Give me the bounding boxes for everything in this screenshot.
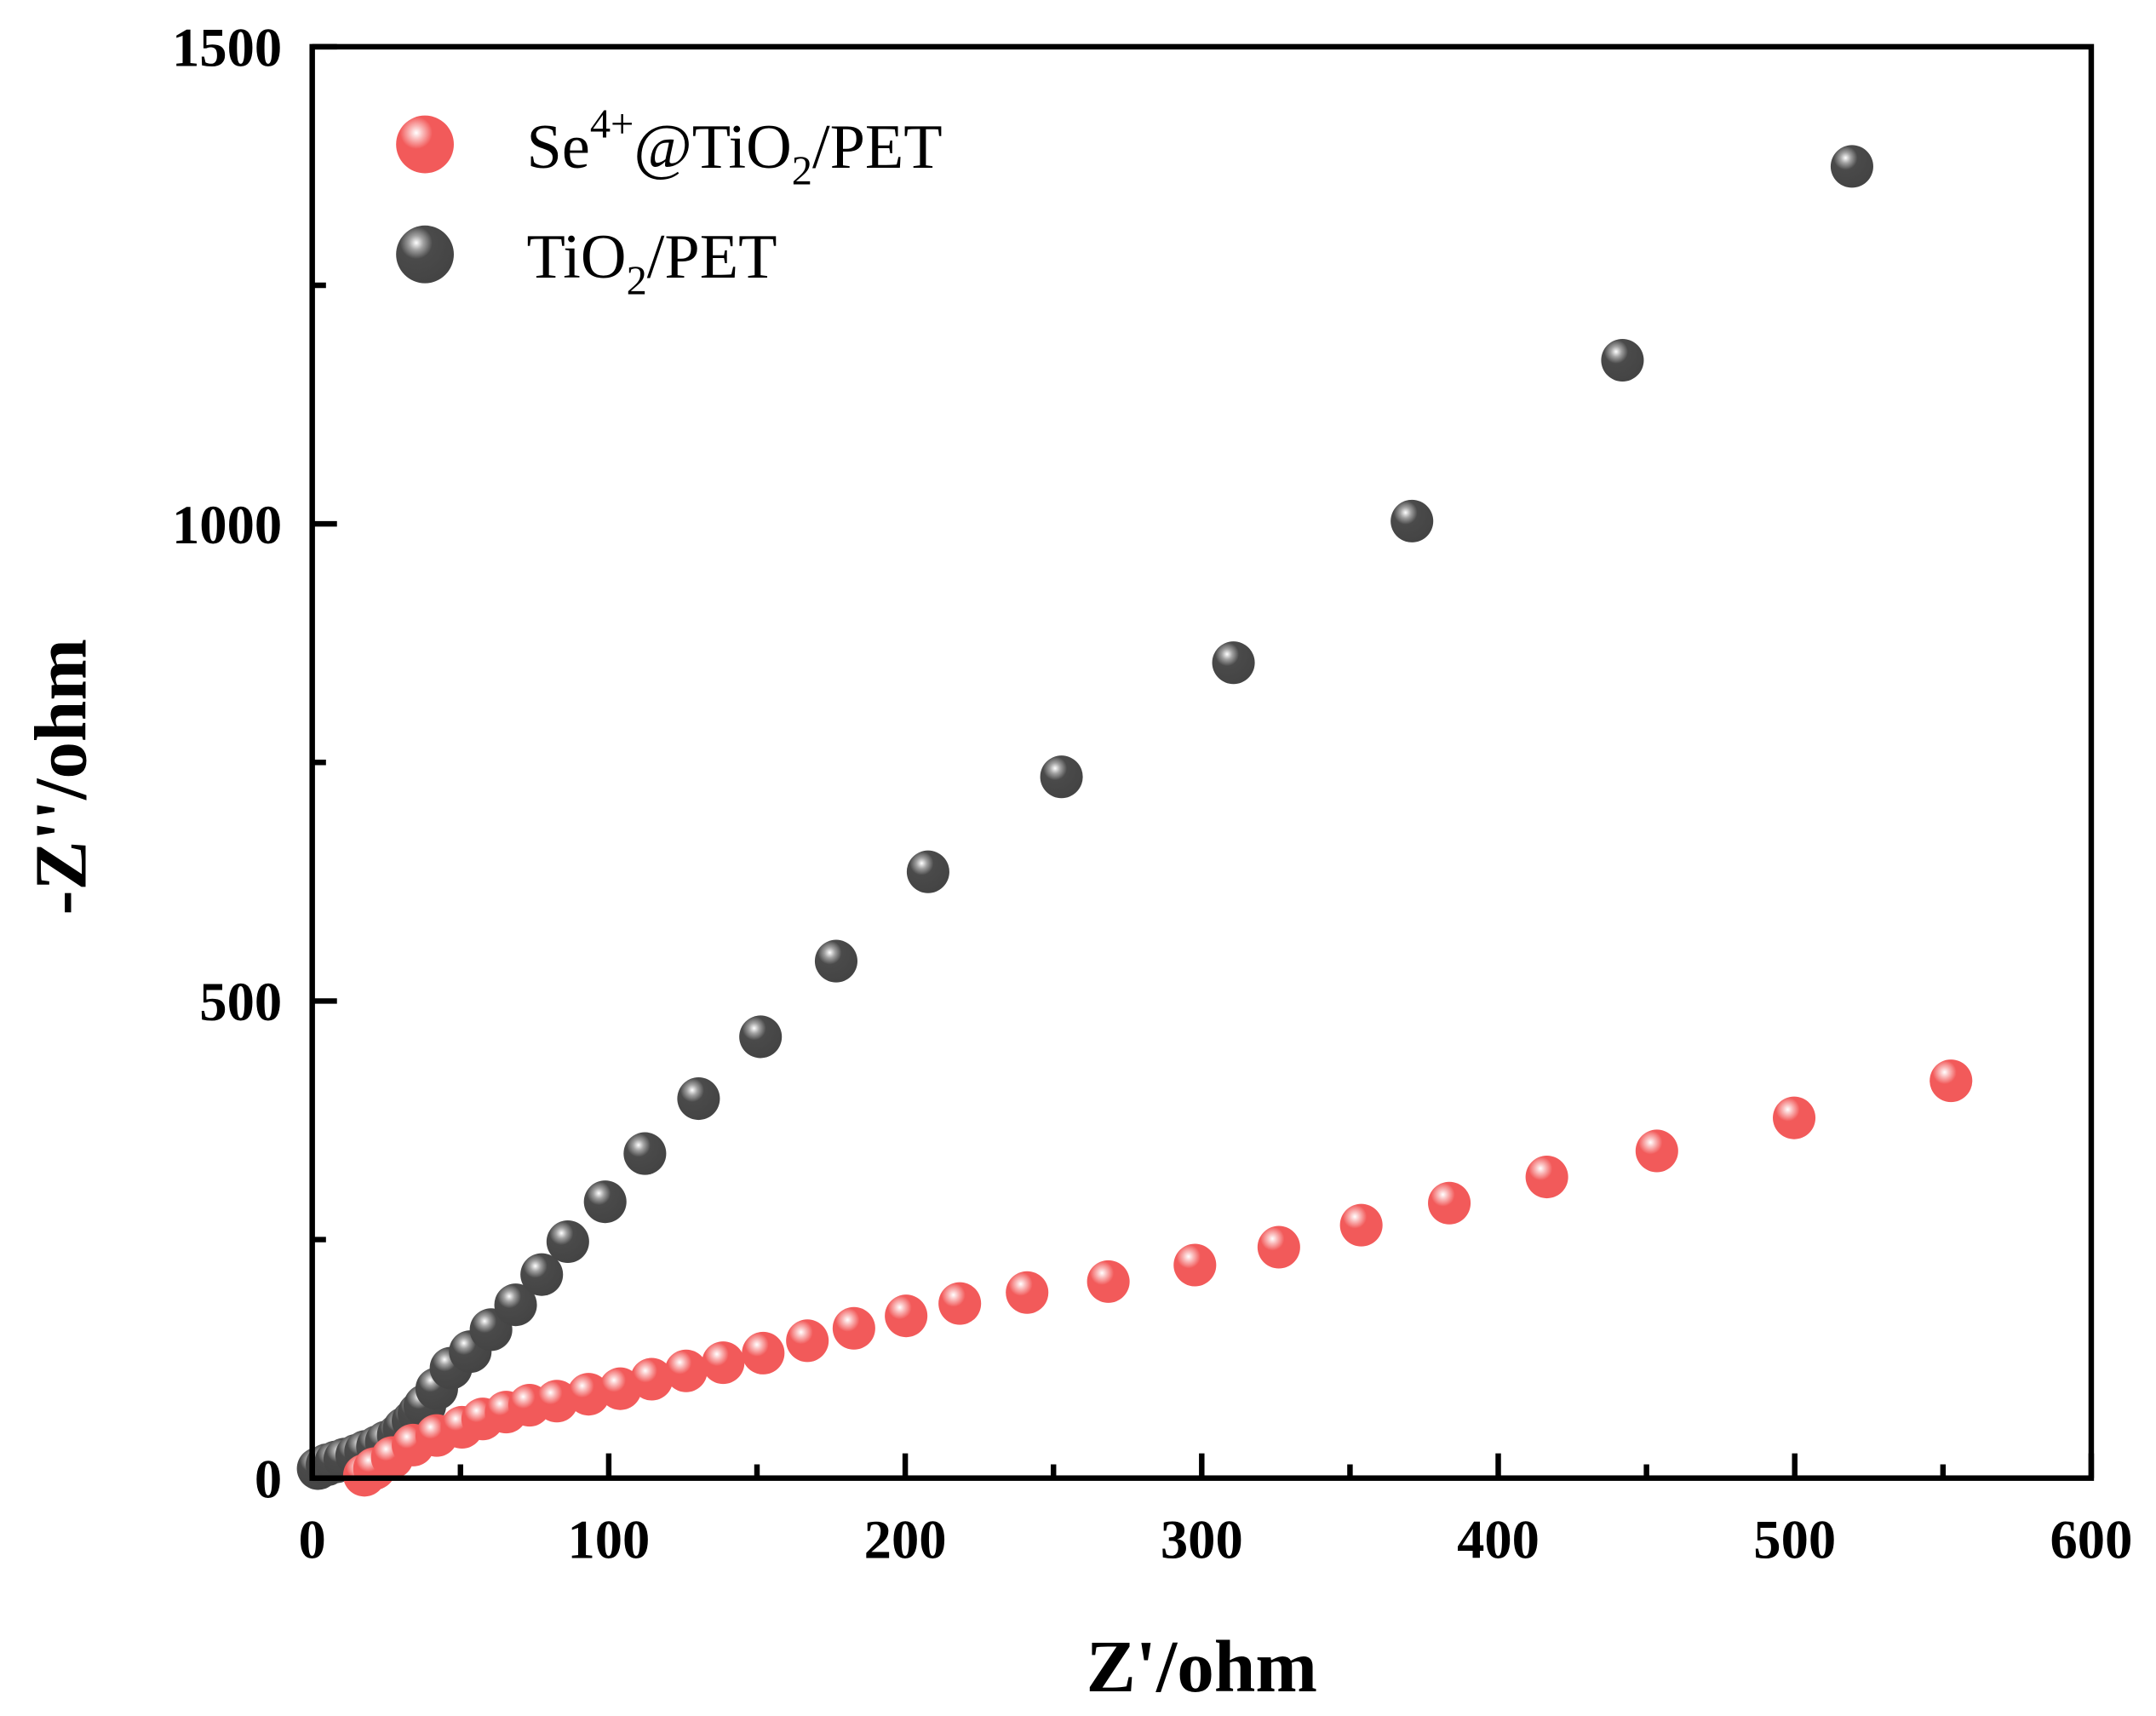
data-point — [1830, 145, 1873, 188]
y-tick-label: 1000 — [172, 494, 282, 555]
x-tick-label: 300 — [1161, 1508, 1243, 1570]
data-point — [739, 1015, 783, 1059]
data-point — [1006, 1271, 1049, 1314]
data-point — [1930, 1059, 1973, 1103]
y-tick-label: 500 — [199, 971, 282, 1032]
data-point — [664, 1349, 708, 1392]
data-point — [906, 850, 949, 893]
legend-label: Se4+@TiO2/PET — [527, 101, 943, 193]
data-point — [1773, 1096, 1816, 1139]
y-tick-label: 0 — [255, 1448, 282, 1509]
x-tick-label: 200 — [864, 1508, 947, 1570]
data-point — [742, 1331, 785, 1375]
data-point — [1391, 499, 1434, 542]
data-point — [1257, 1225, 1300, 1269]
data-point — [1635, 1129, 1678, 1173]
data-point — [677, 1077, 720, 1121]
data-point — [832, 1306, 875, 1350]
legend-item-se-tio2: Se4+@TiO2/PET — [396, 101, 943, 193]
data-points — [296, 145, 1973, 1497]
data-point — [938, 1282, 982, 1325]
x-axis-title: Z'/ohm — [1087, 1625, 1317, 1707]
x-tick-label: 0 — [299, 1508, 326, 1570]
legend: Se4+@TiO2/PET TiO2/PET — [396, 101, 943, 304]
data-point — [1173, 1243, 1217, 1287]
data-point — [814, 939, 857, 983]
x-tick-labels: 0 100 200 300 400 500 600 — [299, 1508, 2133, 1570]
data-point — [1339, 1203, 1383, 1247]
data-point — [494, 1283, 537, 1327]
x-tick-label: 500 — [1753, 1508, 1836, 1570]
data-point — [535, 1380, 578, 1423]
axis-ticks — [309, 43, 2095, 1481]
x-tick-label: 400 — [1457, 1508, 1540, 1570]
data-point — [1428, 1181, 1471, 1225]
data-point — [1040, 755, 1083, 799]
y-tick-labels: 0 500 1000 1500 — [172, 17, 282, 1510]
legend-label: TiO2/PET — [527, 222, 777, 303]
legend-item-tio2: TiO2/PET — [396, 222, 777, 304]
data-point — [583, 1180, 627, 1224]
legend-marker-black-sphere — [396, 225, 454, 284]
data-point — [786, 1319, 829, 1363]
data-point — [1212, 641, 1255, 685]
data-point — [567, 1373, 611, 1416]
data-point — [630, 1357, 674, 1401]
x-tick-label: 600 — [2050, 1508, 2133, 1570]
data-point — [1087, 1260, 1130, 1303]
data-point — [1601, 338, 1644, 382]
data-point — [702, 1341, 745, 1385]
series-tio2-pet — [296, 145, 1873, 1490]
data-point — [885, 1294, 928, 1338]
y-axis-title: -Z''/ohm — [19, 639, 101, 915]
legend-marker-red-sphere — [396, 115, 454, 174]
data-point — [1525, 1156, 1568, 1199]
data-point — [623, 1132, 667, 1175]
data-point — [520, 1253, 564, 1296]
y-tick-label: 1500 — [172, 17, 282, 78]
x-tick-label: 100 — [567, 1508, 650, 1570]
series-se-tio2-pet — [342, 1059, 1973, 1497]
data-point — [546, 1220, 589, 1264]
